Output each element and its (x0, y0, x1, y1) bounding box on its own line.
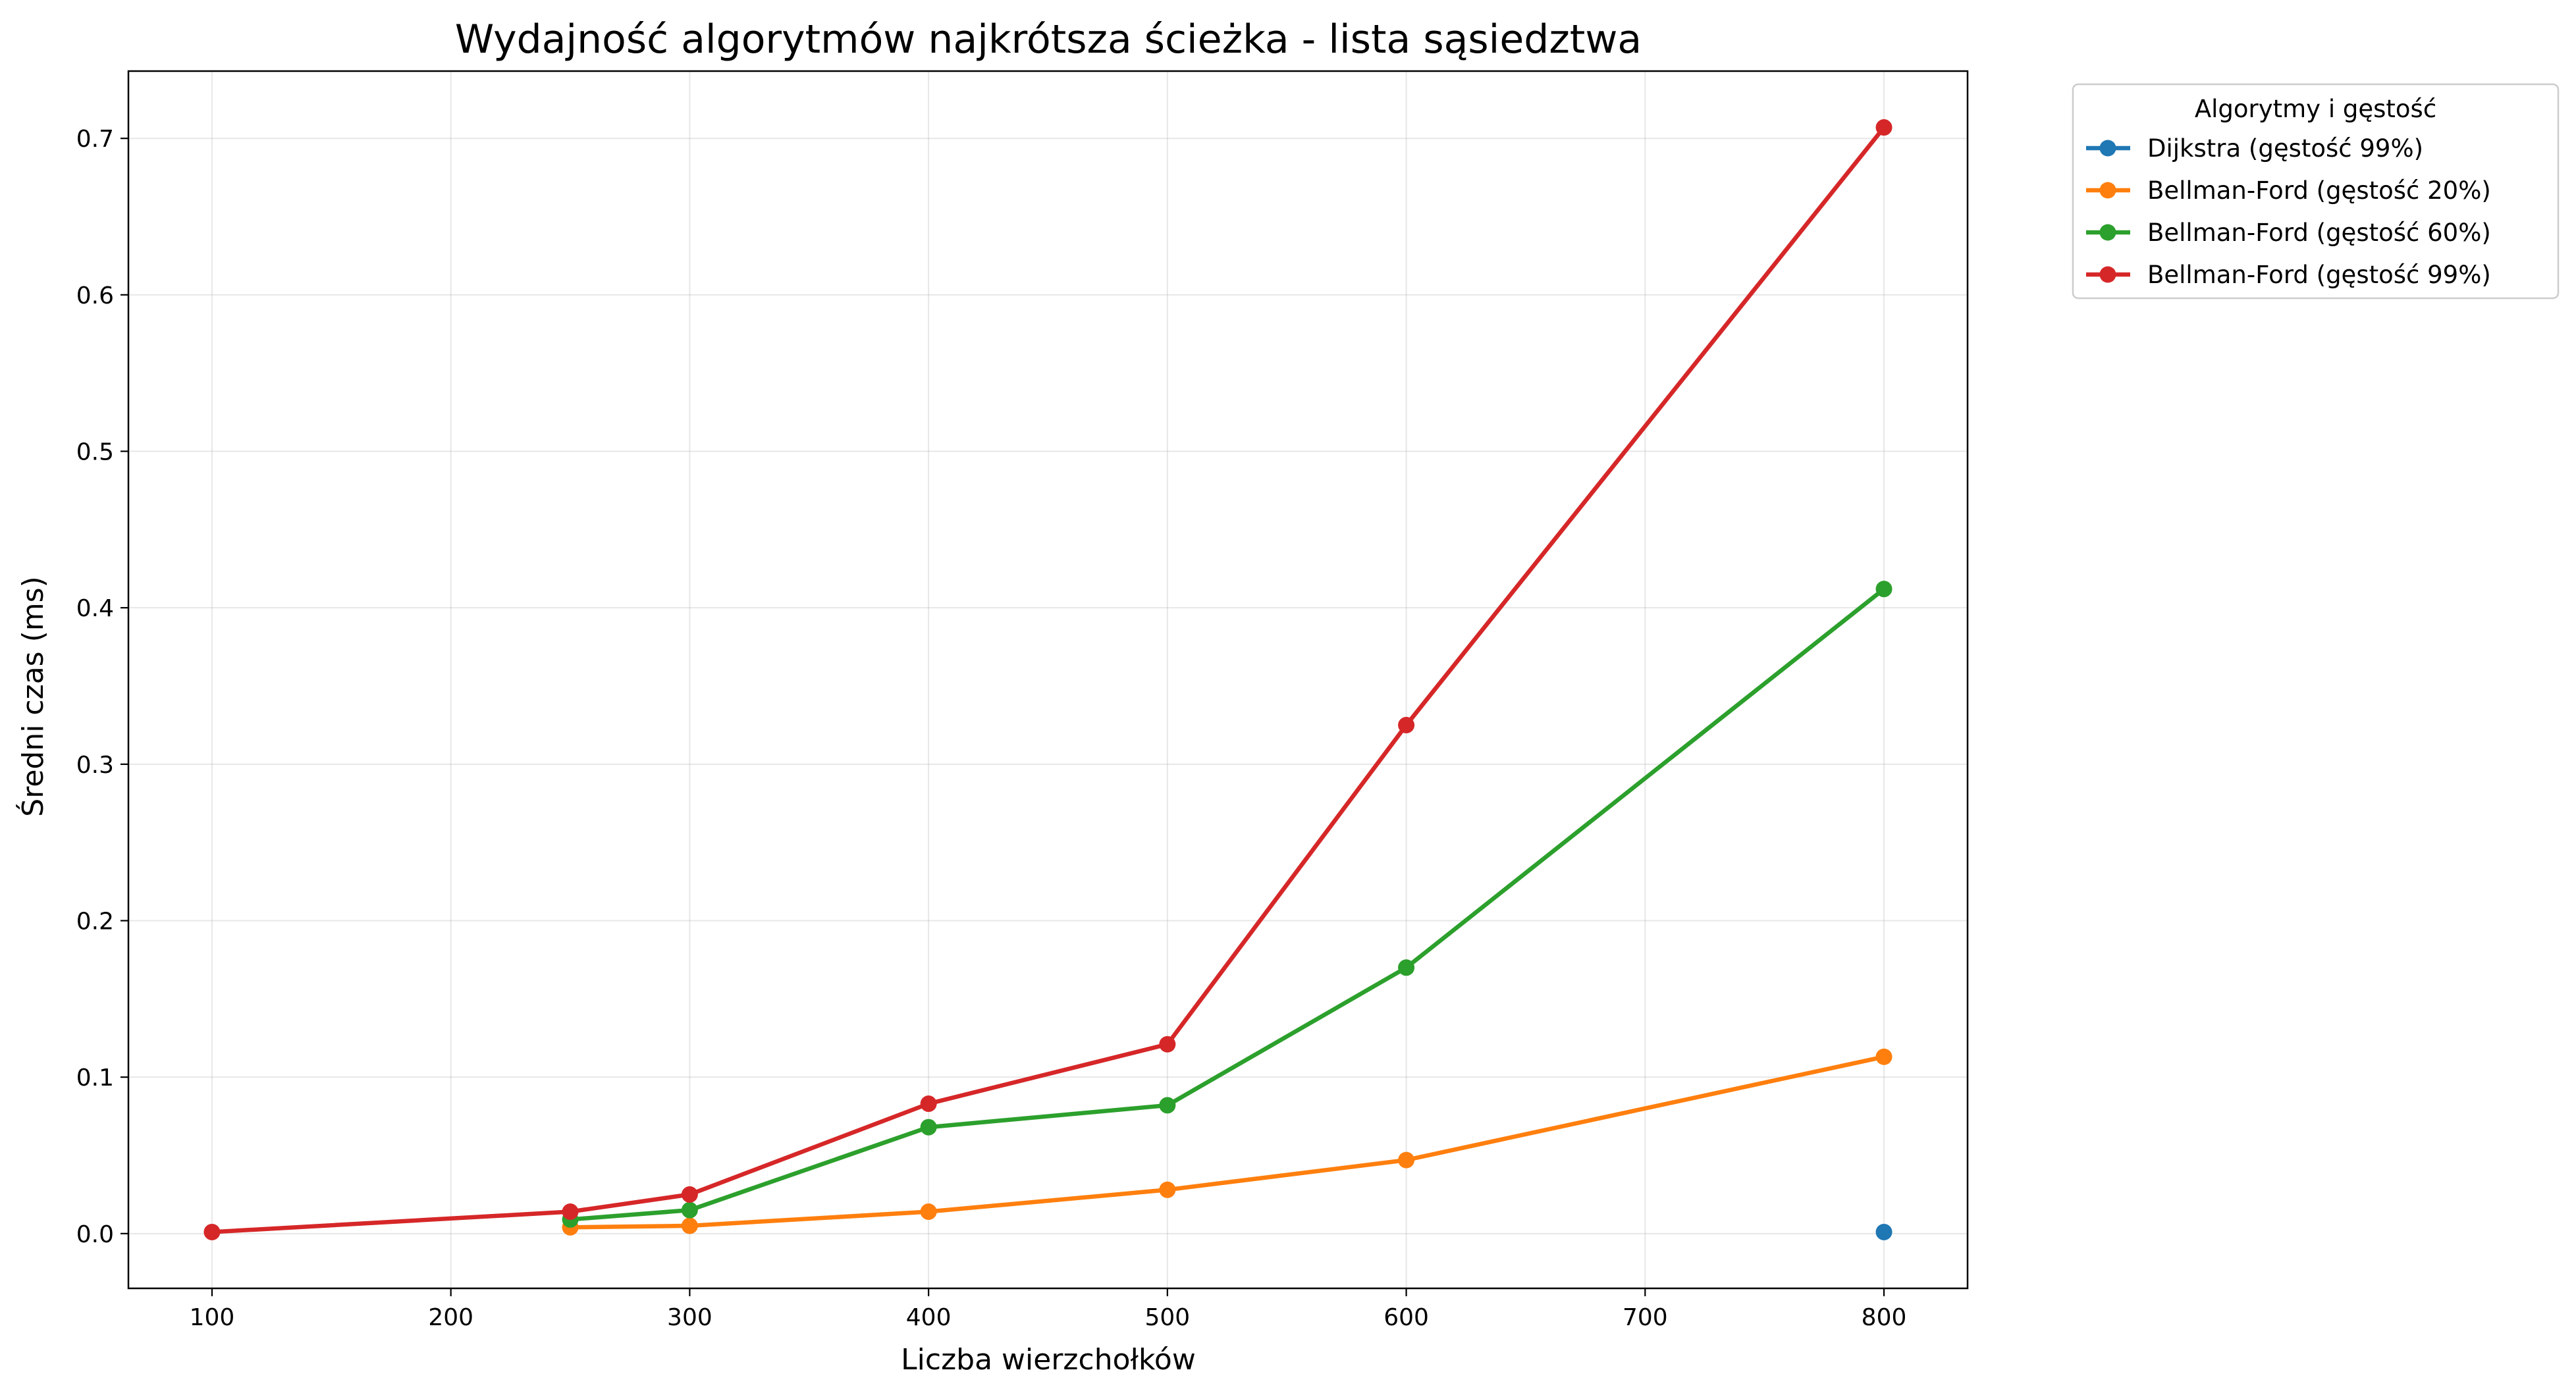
legend: Algorytmy i gęstość Dijkstra (gęstość 99%… (2072, 83, 2560, 300)
legend-swatch-marker (2099, 224, 2116, 241)
x-axis-label: Liczba wierzchołków (901, 1343, 1196, 1377)
series-0 (1875, 1223, 1892, 1240)
data-point (1159, 1181, 1176, 1198)
y-tick-label: 0.5 (76, 439, 114, 466)
data-point (1875, 119, 1892, 136)
legend-label: Bellman-Ford (gęstość 20%) (2147, 176, 2491, 205)
x-tick-label: 700 (1623, 1304, 1668, 1331)
y-axis-label: Średni czas (ms) (15, 576, 50, 816)
x-tick-label: 800 (1862, 1304, 1907, 1331)
data-point (1398, 716, 1415, 733)
legend-label: Bellman-Ford (gęstość 99%) (2147, 261, 2491, 289)
x-tick-label: 100 (190, 1304, 235, 1331)
data-point (1875, 1048, 1892, 1065)
legend-item: Dijkstra (gęstość 99%) (2086, 134, 2423, 163)
legend-label: Bellman-Ford (gęstość 60%) (2147, 219, 2491, 247)
data-point (681, 1186, 698, 1203)
x-tick-label: 200 (428, 1304, 473, 1331)
x-tick-label: 400 (906, 1304, 952, 1331)
y-tick-label: 0.7 (76, 126, 114, 153)
data-point (203, 1223, 221, 1240)
data-point (681, 1201, 698, 1219)
series-line (568, 1055, 1887, 1230)
legend-item: Bellman-Ford (gęstość 99%) (2086, 261, 2491, 289)
chart-title: Wydajność algorytmów najkrótsza ścieżka … (455, 16, 1642, 63)
legend-swatch-marker (2099, 266, 2116, 283)
data-point (1159, 1036, 1176, 1053)
legend-box (2072, 83, 2560, 300)
legend-title: Algorytmy i gęstość (2195, 95, 2436, 123)
x-tick-label: 600 (1383, 1304, 1429, 1331)
plot-area-frame (127, 70, 1969, 1290)
legend-label: Dijkstra (gęstość 99%) (2147, 134, 2423, 163)
y-tick-label: 0.6 (76, 282, 114, 309)
y-tick-label: 0.0 (76, 1221, 114, 1248)
data-point (1159, 1097, 1176, 1114)
series-3 (203, 119, 1892, 1240)
y-tick-label: 0.2 (76, 908, 114, 935)
data-point (920, 1095, 937, 1113)
data-point (1875, 581, 1892, 598)
data-point (681, 1217, 698, 1234)
grid-lines (128, 71, 1968, 1288)
series-layer (203, 119, 1892, 1240)
data-point (1875, 1223, 1892, 1240)
legend-item: Bellman-Ford (gęstość 20%) (2086, 176, 2491, 205)
data-point (1398, 1151, 1415, 1169)
y-tick-label: 0.4 (76, 595, 114, 622)
axis-ticks: 100 200 300 400 500 600 700 800 0.0 0.1 0.2 0.3 0.4 0… (76, 126, 1907, 1331)
legend-item: Bellman-Ford (gęstość 60%) (2086, 219, 2491, 247)
data-point (920, 1203, 937, 1221)
data-point (562, 1203, 579, 1221)
legend-swatch-marker (2099, 182, 2116, 199)
x-tick-label: 500 (1145, 1304, 1191, 1331)
x-tick-label: 300 (667, 1304, 712, 1331)
y-tick-label: 0.1 (76, 1065, 114, 1092)
y-tick-label: 0.3 (76, 752, 114, 779)
series-line (568, 587, 1887, 1222)
data-point (920, 1119, 937, 1136)
legend-swatch-marker (2099, 140, 2116, 157)
data-point (1398, 959, 1415, 976)
